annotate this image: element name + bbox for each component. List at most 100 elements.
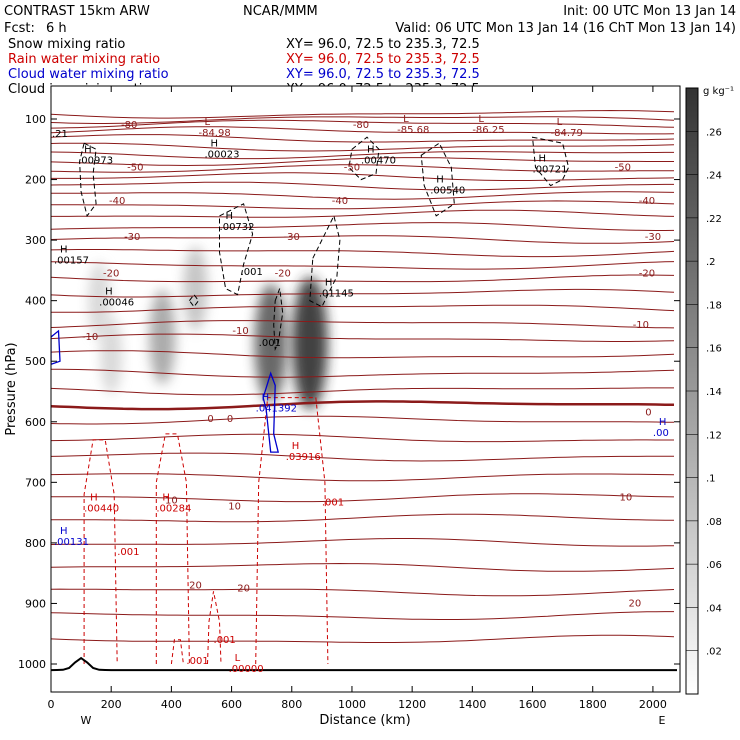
colorbar-tick-label: .26 — [706, 127, 722, 138]
terrain-line — [51, 656, 677, 672]
y-tick-label: 800 — [25, 537, 46, 550]
y-tick-label: 400 — [25, 295, 46, 308]
extremum-value: .041392 — [256, 404, 297, 415]
isotherm-line — [51, 261, 675, 270]
isotherm-label: -30 — [124, 232, 140, 243]
cloud-ice-contour — [309, 214, 341, 308]
extremum-value: .00440 — [84, 504, 119, 515]
isotherm-line — [51, 538, 675, 547]
isotherm-line — [51, 181, 674, 191]
extremum-value: .00470 — [361, 155, 396, 166]
x-tick-label: 800 — [281, 698, 302, 711]
model-title: CONTRAST 15km ARW — [4, 4, 150, 19]
isotherm-line — [51, 157, 674, 167]
snow-shading-blob — [292, 276, 328, 410]
extremum-type: L — [478, 114, 484, 125]
extremum-value: .00284 — [156, 504, 191, 515]
isotherm-line — [51, 368, 675, 378]
isotherm-label: -50 — [127, 162, 143, 173]
isotherm-label: -50 — [344, 162, 360, 173]
colorbar-tick-label: .16 — [706, 344, 722, 355]
isotherm-line — [51, 304, 675, 313]
x-axis: 0 200 400 600 800 1000 1200 1400 1600 1800 2000 — [48, 86, 667, 711]
isotherm-line — [51, 249, 675, 258]
extremum-type: H — [84, 144, 92, 155]
isotherm-line — [51, 588, 675, 597]
isotherm-label: -20 — [275, 268, 291, 279]
isotherm-label: -10 — [232, 326, 248, 337]
colorbar-tick-label: .06 — [706, 560, 722, 571]
y-tick-label: 300 — [25, 234, 46, 247]
contour-label: .001 — [259, 338, 281, 349]
cloud-ice-contour — [188, 293, 200, 308]
isotherm-line — [51, 151, 674, 160]
x-tick-label: 1600 — [519, 698, 547, 711]
isotherm-line — [51, 562, 675, 572]
extremum-type: H — [659, 417, 667, 428]
extremum-type: H — [436, 175, 444, 186]
isotherm-line — [51, 134, 675, 143]
extremum-type: L — [235, 653, 241, 664]
isotherm-label: -30 — [284, 232, 300, 243]
x-tick-label: 200 — [101, 698, 122, 711]
x-tick-label: 400 — [161, 698, 182, 711]
isotherm-line — [51, 191, 675, 200]
isotherm-line — [51, 513, 675, 523]
plot-frame — [50, 85, 681, 693]
isotherm-line — [51, 235, 675, 244]
isotherm-label: -40 — [639, 196, 655, 207]
extremum-type: L — [204, 117, 210, 128]
extremum-value: -86.25 — [472, 125, 504, 136]
cloud-ice-contour — [273, 288, 284, 351]
east-label: E — [659, 714, 666, 727]
extremum-value: -85.68 — [397, 125, 429, 136]
isotherm-label: 10 — [165, 496, 178, 507]
x-tick-label: 2000 — [639, 698, 667, 711]
y-tick-label: 900 — [25, 597, 46, 610]
y-tick-label: 200 — [25, 174, 46, 187]
isotherm-label: 10 — [228, 502, 241, 513]
fcst-label: Fcst: — [4, 21, 35, 36]
isotherm-label: 10 — [619, 492, 632, 503]
snow-shading-blob — [100, 316, 123, 394]
colorbar-tick-label: .08 — [706, 517, 722, 528]
cloud-water-contour — [262, 371, 280, 453]
colorbar: g kg⁻¹ .02 .04 .06 .08 .1 .12 .14 .16 .18 .2 .22 .2… — [685, 86, 734, 695]
cloud-ice-contour — [79, 142, 97, 218]
plot-area — [51, 86, 680, 692]
x-tick-label: 1000 — [338, 698, 366, 711]
x-tick-label: 0 — [48, 698, 55, 711]
snow-shading-blob — [183, 246, 208, 331]
rain-contour — [255, 397, 329, 665]
colorbar-tick-label: .04 — [706, 603, 722, 614]
isotherm-line — [51, 493, 675, 503]
contour-label: .001 — [322, 497, 344, 508]
isotherm-line — [51, 200, 675, 210]
fcst-value: 6 h — [46, 21, 67, 36]
rain-contours — [83, 397, 329, 665]
legend-cloud-water-xy: XY= 96.0, 72.5 to 235.3, 72.5 — [286, 67, 480, 82]
isotherm-line — [51, 119, 675, 129]
extremum-value: .00540 — [430, 186, 465, 197]
y-tick-label: 600 — [25, 416, 46, 429]
extremum-value: .00157 — [54, 255, 89, 266]
y-tick-label: 1000 — [18, 658, 46, 671]
snow-shading-blob — [254, 284, 287, 403]
extremum-value: .00973 — [78, 155, 113, 166]
isotherm-line — [51, 387, 674, 396]
isotherm-line — [51, 222, 675, 231]
isotherm-line — [51, 452, 674, 462]
extremum-type: H — [60, 244, 68, 255]
isotherm-line — [51, 209, 675, 218]
isotherm-label: 0 — [227, 414, 233, 425]
contour-label: .001 — [214, 635, 236, 646]
extremum-value: .00 — [653, 428, 669, 439]
isotherm-label: -40 — [109, 196, 125, 207]
x-tick-label: 1400 — [458, 698, 486, 711]
init-time: Init: 00 UTC Mon 13 Jan 14 — [563, 4, 736, 19]
extremum-value: .01145 — [319, 289, 354, 300]
extremum-value: -84.98 — [198, 128, 230, 139]
extremum-value: .00046 — [99, 298, 134, 309]
colorbar-tick-label: .12 — [706, 430, 722, 441]
